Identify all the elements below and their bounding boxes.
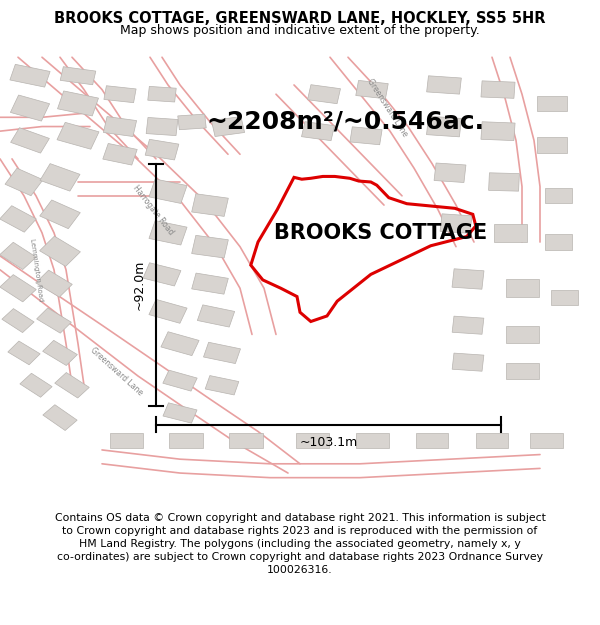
Polygon shape (104, 86, 136, 102)
Polygon shape (163, 370, 197, 391)
Polygon shape (211, 117, 245, 136)
Polygon shape (355, 433, 389, 448)
Polygon shape (481, 122, 515, 141)
Polygon shape (493, 224, 527, 242)
Polygon shape (10, 64, 50, 87)
Polygon shape (203, 342, 241, 364)
Polygon shape (148, 86, 176, 102)
Polygon shape (110, 433, 143, 448)
Polygon shape (55, 372, 89, 398)
Polygon shape (178, 114, 206, 130)
Polygon shape (11, 127, 49, 153)
Polygon shape (476, 433, 508, 448)
Polygon shape (452, 316, 484, 334)
Polygon shape (40, 200, 80, 229)
Polygon shape (481, 81, 515, 98)
Polygon shape (551, 290, 577, 305)
Polygon shape (427, 76, 461, 94)
Polygon shape (440, 214, 472, 233)
Polygon shape (537, 138, 567, 152)
Polygon shape (452, 269, 484, 289)
Polygon shape (350, 127, 382, 145)
Polygon shape (308, 84, 340, 104)
Text: Greensward Lane: Greensward Lane (89, 346, 145, 397)
Text: Greensward Lane: Greensward Lane (365, 78, 409, 139)
Polygon shape (40, 236, 80, 266)
Polygon shape (545, 188, 571, 204)
Polygon shape (149, 299, 187, 323)
Polygon shape (537, 96, 567, 111)
Text: Map shows position and indicative extent of the property.: Map shows position and indicative extent… (120, 24, 480, 38)
Text: Lemmington Road: Lemmington Road (29, 238, 43, 301)
Polygon shape (302, 122, 334, 141)
Polygon shape (10, 95, 50, 121)
Polygon shape (0, 206, 37, 232)
Text: Harrogate Road: Harrogate Road (131, 183, 175, 236)
Polygon shape (191, 273, 229, 294)
Polygon shape (8, 341, 40, 365)
Polygon shape (103, 117, 137, 136)
Polygon shape (191, 236, 229, 258)
Text: ~103.1m: ~103.1m (299, 436, 358, 449)
Polygon shape (149, 221, 187, 245)
Polygon shape (229, 433, 263, 448)
Polygon shape (37, 308, 71, 333)
Polygon shape (452, 353, 484, 371)
Text: Contains OS data © Crown copyright and database right 2021. This information is : Contains OS data © Crown copyright and d… (55, 514, 545, 574)
Polygon shape (296, 433, 329, 448)
Polygon shape (36, 270, 72, 297)
Polygon shape (60, 67, 96, 85)
Polygon shape (427, 116, 461, 137)
Polygon shape (434, 163, 466, 182)
Polygon shape (530, 433, 563, 448)
Polygon shape (191, 194, 229, 216)
Polygon shape (57, 122, 99, 149)
Polygon shape (20, 373, 52, 398)
Polygon shape (197, 305, 235, 327)
Polygon shape (43, 341, 77, 366)
Polygon shape (143, 262, 181, 286)
Polygon shape (356, 81, 388, 99)
Polygon shape (2, 309, 34, 332)
Polygon shape (0, 274, 36, 302)
Polygon shape (545, 234, 571, 249)
Polygon shape (43, 405, 77, 431)
Text: ~2208m²/~0.546ac.: ~2208m²/~0.546ac. (206, 110, 484, 134)
Polygon shape (505, 363, 539, 379)
Polygon shape (205, 376, 239, 395)
Polygon shape (149, 179, 187, 203)
Polygon shape (58, 91, 98, 116)
Polygon shape (505, 279, 539, 298)
Polygon shape (146, 118, 178, 136)
Polygon shape (163, 403, 197, 423)
Polygon shape (40, 164, 80, 191)
Polygon shape (0, 242, 36, 269)
Polygon shape (161, 332, 199, 356)
Polygon shape (145, 139, 179, 160)
Polygon shape (103, 144, 137, 165)
Text: BROOKS COTTAGE: BROOKS COTTAGE (274, 222, 488, 243)
Text: ~92.0m: ~92.0m (133, 260, 146, 311)
Polygon shape (488, 173, 520, 191)
Text: BROOKS COTTAGE, GREENSWARD LANE, HOCKLEY, SS5 5HR: BROOKS COTTAGE, GREENSWARD LANE, HOCKLEY… (54, 11, 546, 26)
Polygon shape (5, 168, 43, 196)
Polygon shape (415, 433, 448, 448)
Polygon shape (169, 433, 203, 448)
Polygon shape (505, 326, 539, 342)
